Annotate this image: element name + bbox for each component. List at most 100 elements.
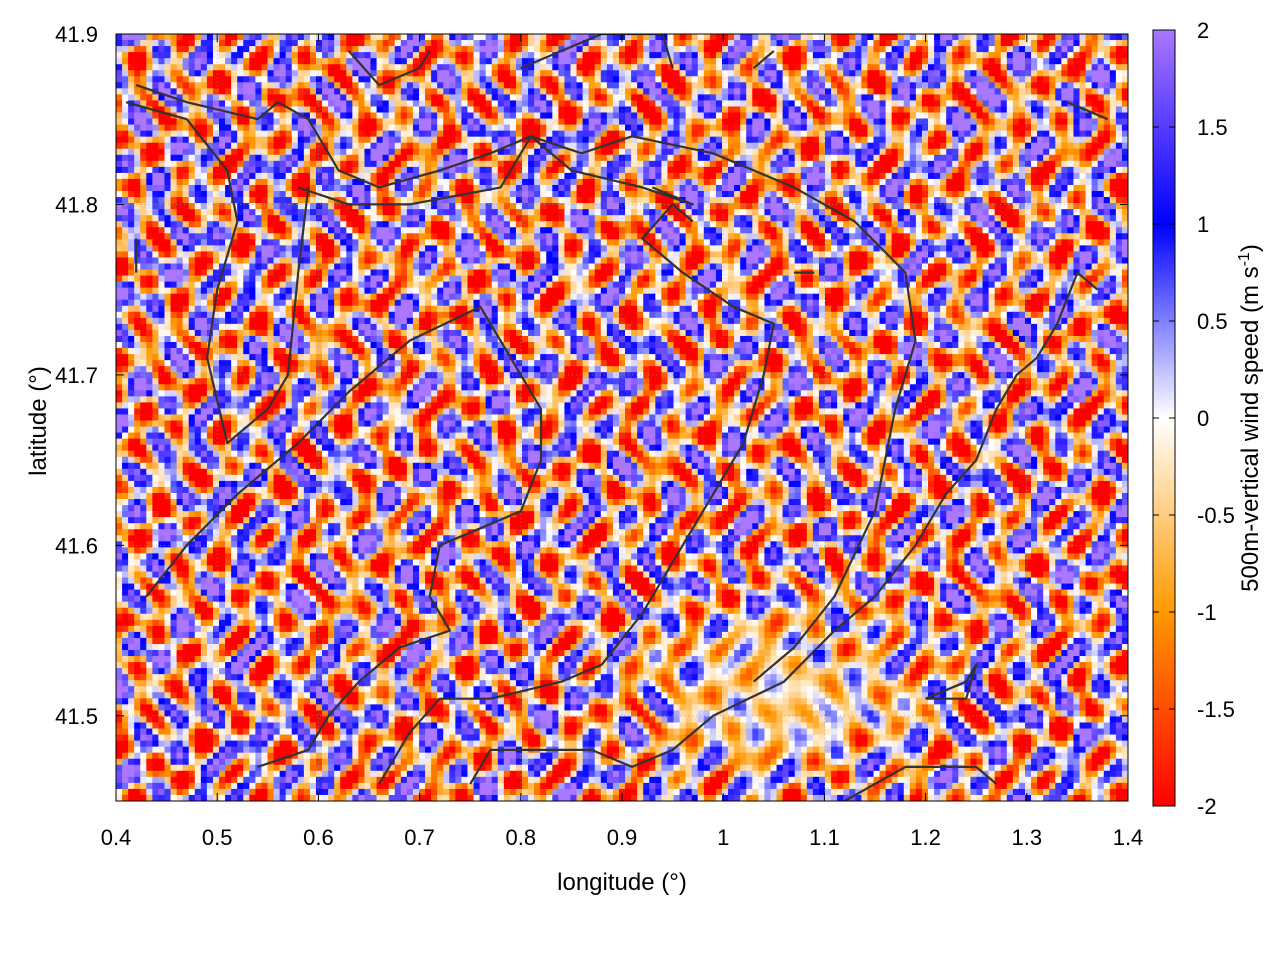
heatmap-cell xyxy=(1073,46,1081,53)
heatmap-cell xyxy=(891,154,899,162)
heatmap-cell xyxy=(418,40,426,47)
heatmap-cell xyxy=(570,94,578,102)
heatmap-cell xyxy=(1012,94,1020,102)
heatmap-cell xyxy=(267,46,275,53)
heatmap-cell xyxy=(182,70,190,77)
heatmap-cell xyxy=(582,34,590,41)
heatmap-cell xyxy=(952,191,959,198)
heatmap-cell xyxy=(467,130,475,138)
heatmap-cell xyxy=(873,118,881,126)
heatmap-cell xyxy=(522,100,529,108)
heatmap-cell xyxy=(1031,118,1038,126)
heatmap-cell xyxy=(1018,40,1026,47)
heatmap-cell xyxy=(958,34,965,41)
heatmap-cell xyxy=(297,64,305,71)
heatmap-cell xyxy=(164,52,172,59)
heatmap-cell xyxy=(534,130,541,138)
heatmap-cell xyxy=(352,100,359,108)
heatmap-cell xyxy=(443,34,450,41)
heatmap-cell xyxy=(146,160,153,168)
heatmap-cell xyxy=(818,191,826,198)
heatmap-cell xyxy=(194,203,202,210)
heatmap-cell xyxy=(479,209,487,216)
heatmap-cell xyxy=(903,178,911,186)
heatmap-cell xyxy=(861,124,869,132)
heatmap-cell xyxy=(782,70,790,77)
heatmap-cell xyxy=(412,142,420,150)
heatmap-cell xyxy=(1121,172,1128,180)
heatmap-cell xyxy=(1000,82,1008,89)
heatmap-cell xyxy=(594,70,602,77)
heatmap-cell xyxy=(788,58,796,65)
heatmap-cell xyxy=(637,178,644,186)
heatmap-cell xyxy=(679,70,687,77)
heatmap-cell xyxy=(1061,88,1068,95)
heatmap-cell xyxy=(1055,112,1062,120)
heatmap-cell xyxy=(740,209,747,216)
heatmap-cell xyxy=(546,197,553,204)
heatmap-cell xyxy=(831,124,838,132)
heatmap-cell xyxy=(1073,64,1081,71)
heatmap-cell xyxy=(364,46,372,53)
heatmap-cell xyxy=(909,94,917,102)
heatmap-cell xyxy=(988,58,996,65)
heatmap-cell xyxy=(1049,124,1056,132)
heatmap-cell xyxy=(340,88,347,95)
heatmap-cell xyxy=(879,58,887,65)
heatmap-cell xyxy=(140,40,147,47)
heatmap-cell xyxy=(661,64,669,71)
heatmap-cell xyxy=(1121,197,1128,204)
heatmap-cell xyxy=(1018,100,1026,108)
heatmap-cell xyxy=(928,148,935,156)
heatmap-cell xyxy=(1012,166,1020,174)
heatmap-cell xyxy=(509,130,517,138)
heatmap-cell xyxy=(988,148,996,156)
heatmap-cell xyxy=(170,136,178,144)
heatmap-cell xyxy=(728,70,735,77)
heatmap-cell xyxy=(806,100,814,108)
heatmap-cell xyxy=(182,136,190,144)
heatmap-cell xyxy=(928,191,935,198)
heatmap-cell xyxy=(1097,184,1105,192)
heatmap-cell xyxy=(376,76,384,83)
heatmap-cell xyxy=(528,203,535,210)
heatmap-cell xyxy=(1043,203,1050,210)
heatmap-cell xyxy=(255,197,263,204)
heatmap-cell xyxy=(570,191,578,198)
heatmap-cell xyxy=(576,178,584,186)
heatmap-cell xyxy=(467,52,475,59)
heatmap-cell xyxy=(1061,76,1068,83)
heatmap-cell xyxy=(1000,148,1008,156)
heatmap-cell xyxy=(497,52,505,59)
heatmap-cell xyxy=(249,82,256,89)
heatmap-cell xyxy=(394,64,402,71)
heatmap-cell xyxy=(879,148,887,156)
heatmap-cell xyxy=(691,58,699,65)
heatmap-cell xyxy=(588,76,596,83)
heatmap-cell xyxy=(770,191,778,198)
heatmap-cell xyxy=(1091,94,1099,102)
heatmap-cell xyxy=(606,112,614,120)
heatmap-cell xyxy=(685,172,693,180)
heatmap-cell xyxy=(182,142,190,150)
heatmap-cell xyxy=(576,76,584,83)
heatmap-cell xyxy=(406,100,414,108)
heatmap-cell xyxy=(903,154,911,162)
heatmap-cell xyxy=(915,184,923,192)
heatmap-cell xyxy=(455,172,463,180)
heatmap-cell xyxy=(267,178,275,186)
heatmap-cell xyxy=(140,52,147,59)
heatmap-cell xyxy=(667,154,675,162)
heatmap-cell xyxy=(806,58,814,65)
heatmap-cell xyxy=(849,203,856,210)
heatmap-cell xyxy=(443,124,450,132)
heatmap-cell xyxy=(225,178,232,186)
heatmap-cell xyxy=(122,136,129,144)
heatmap-cell xyxy=(861,203,869,210)
heatmap-cell xyxy=(1055,52,1062,59)
heatmap-cell xyxy=(946,154,953,162)
heatmap-cell xyxy=(855,148,862,156)
heatmap-cell xyxy=(497,112,505,120)
heatmap-cell xyxy=(297,34,305,41)
heatmap-cell xyxy=(697,112,705,120)
